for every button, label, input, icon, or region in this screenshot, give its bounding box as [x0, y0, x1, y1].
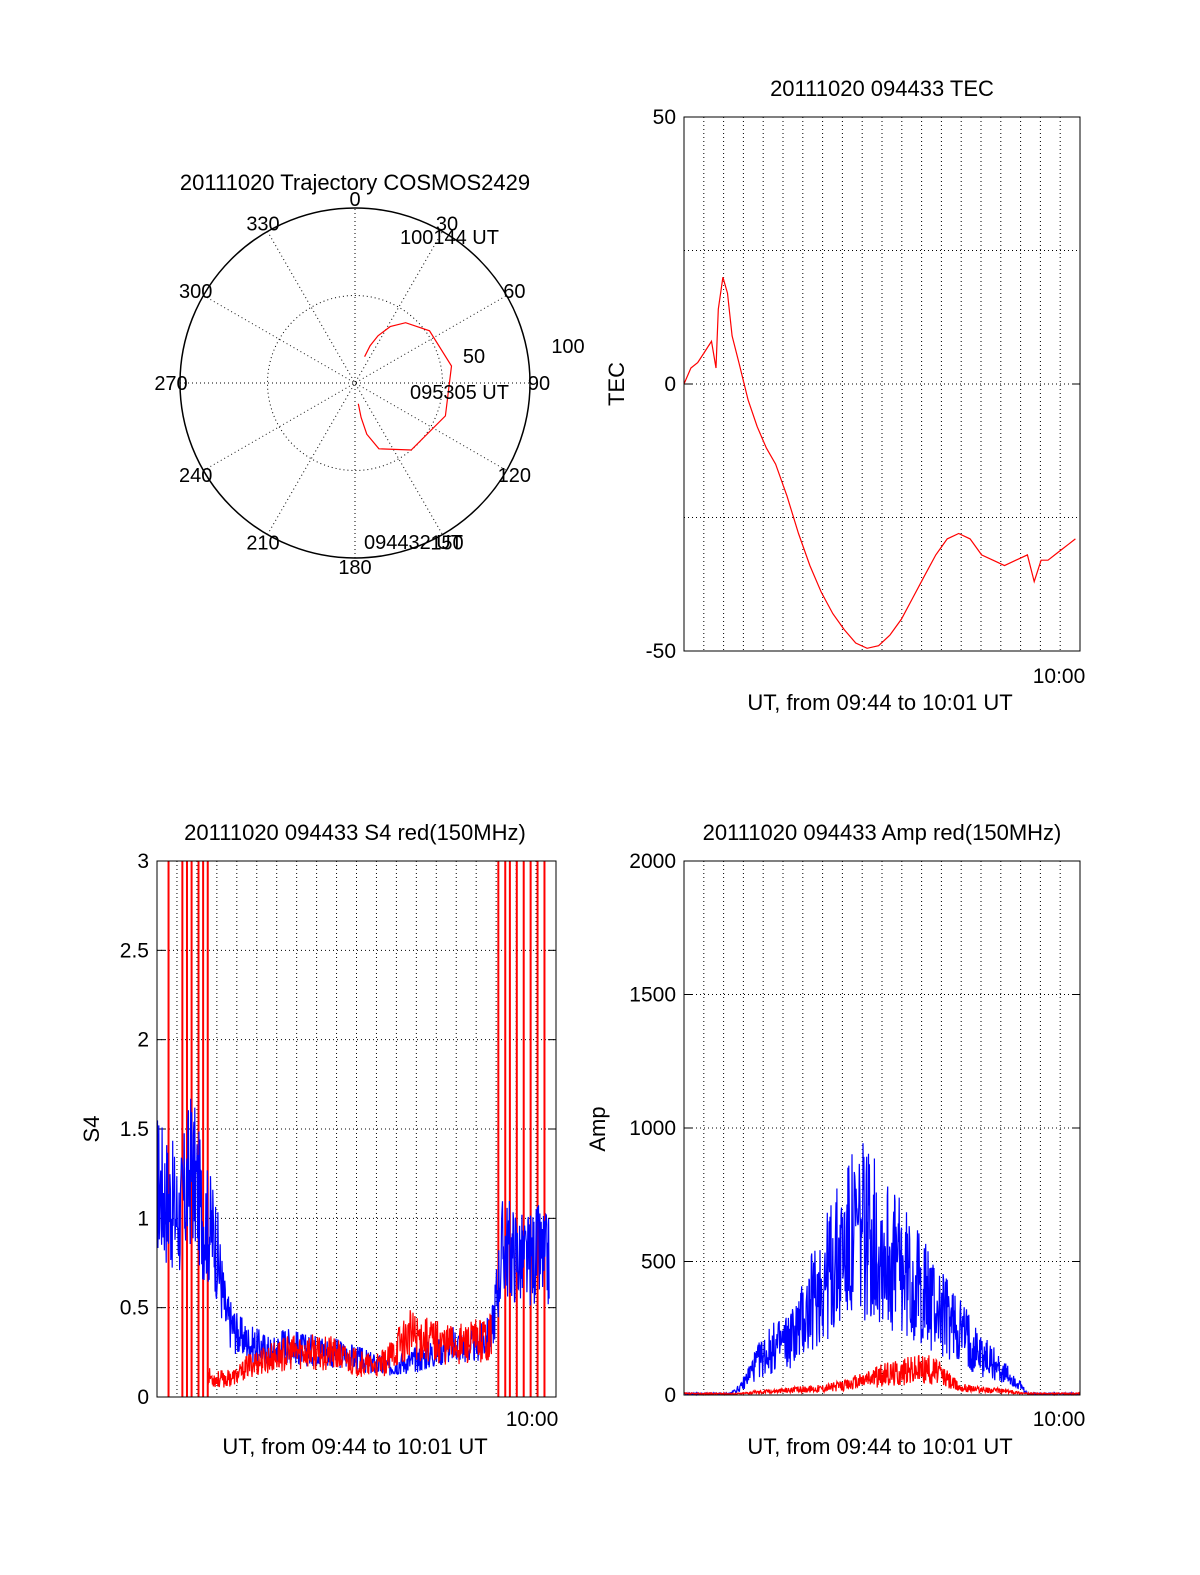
amp-title: 20111020 094433 Amp red(150MHz) — [703, 820, 1062, 845]
y-tick-label: 2 — [137, 1029, 149, 1052]
polar-angle-label: 180 — [338, 557, 371, 579]
y-tick-label: 0 — [664, 373, 676, 396]
polar-angle-label: 90 — [528, 373, 550, 395]
s4-y-axis-label: S4 — [79, 1116, 104, 1143]
y-tick-label: 1 — [137, 1207, 149, 1230]
tec-y-ticks: -50 0 50 — [646, 106, 1080, 663]
polar-angle-label: 270 — [154, 373, 187, 395]
tec-panel: 20111020 094433 TEC -50 0 50 10:00 UT, fro… — [604, 76, 1085, 715]
amp-panel: 20111020 094433 Amp red(150MHz) 0 500 1000… — [585, 820, 1085, 1459]
s4-plot-frame — [156, 860, 557, 1398]
y-tick-label: 500 — [641, 1251, 676, 1274]
polar-angle-label: 240 — [179, 465, 212, 487]
y-tick-label: 0 — [664, 1384, 676, 1407]
trajectory-end-label: 100144 UT — [400, 227, 499, 249]
radial-label-50: 50 — [463, 346, 485, 368]
polar-angle-label: 0 — [349, 189, 360, 211]
polar-angle-label: 210 — [246, 532, 279, 554]
polar-angle-label: 330 — [246, 214, 279, 236]
y-tick-label: -50 — [646, 640, 676, 663]
polar-angle-label: 120 — [498, 465, 531, 487]
polar-angle-label: 150 — [430, 532, 463, 554]
y-tick-label: 0 — [137, 1386, 149, 1409]
radial-label-100: 100 — [551, 336, 584, 358]
s4-title: 20111020 094433 S4 red(150MHz) — [184, 820, 526, 845]
tec-title: 20111020 094433 TEC — [770, 76, 994, 101]
amp-x-axis-label: UT, from 09:44 to 10:01 UT — [747, 1434, 1012, 1459]
y-tick-label: 0.5 — [120, 1297, 149, 1320]
amp-y-axis-label: Amp — [585, 1106, 610, 1151]
s4-x-axis-label: UT, from 09:44 to 10:01 UT — [222, 1434, 487, 1459]
tec-y-axis-label: TEC — [604, 362, 629, 406]
amp-red-series-line — [684, 1354, 1081, 1397]
s4-grid — [157, 861, 556, 1397]
s4-y-ticks: 0 0.5 1 1.5 2 2.5 3 — [120, 850, 556, 1409]
amp-blue-series-line — [683, 1143, 1081, 1397]
s4-panel: 20111020 094433 S4 red(150MHz) 0 0.5 1 1.5 2… — [79, 820, 558, 1459]
s4-red-spikes — [167, 861, 546, 1397]
polar-angle-label: 60 — [503, 281, 525, 303]
amp-grid — [684, 861, 1080, 1395]
trajectory-mid-label: 095305 UT — [410, 382, 509, 404]
y-tick-label: 1500 — [629, 984, 676, 1007]
trajectory-panel: 20111020 Trajectory COSMOS2429 0 30 60 90 12… — [154, 170, 584, 579]
s4-x-tick-label: 10:00 — [506, 1408, 559, 1431]
amp-y-ticks: 0 500 1000 1500 2000 — [629, 850, 1080, 1407]
tec-series-line — [683, 277, 1076, 649]
tec-x-tick-label: 10:00 — [1033, 665, 1086, 688]
polar-angle-labels: 0 30 60 90 120 150 180 210 240 270 300 330 — [154, 189, 550, 579]
trajectory-title: 20111020 Trajectory COSMOS2429 — [180, 170, 530, 195]
y-tick-label: 50 — [653, 106, 676, 129]
amp-x-tick-label: 10:00 — [1033, 1408, 1086, 1431]
polar-angle-label: 30 — [436, 214, 458, 236]
tec-plot-frame — [683, 116, 1081, 652]
y-tick-label: 1000 — [629, 1117, 676, 1140]
y-tick-label: 2000 — [629, 850, 676, 873]
trajectory-start-label: 094432 UT — [364, 532, 463, 554]
y-tick-label: 1.5 — [120, 1118, 149, 1141]
s4-red-series-line — [207, 1310, 492, 1388]
trajectory-line — [357, 322, 453, 451]
amp-plot-frame — [683, 860, 1081, 1396]
y-tick-label: 3 — [137, 850, 149, 873]
tec-grid — [684, 117, 1080, 651]
y-tick-label: 2.5 — [120, 939, 149, 962]
polar-inner-circle — [267, 295, 443, 471]
tec-x-axis-label: UT, from 09:44 to 10:01 UT — [747, 690, 1012, 715]
polar-angle-label: 300 — [179, 281, 212, 303]
